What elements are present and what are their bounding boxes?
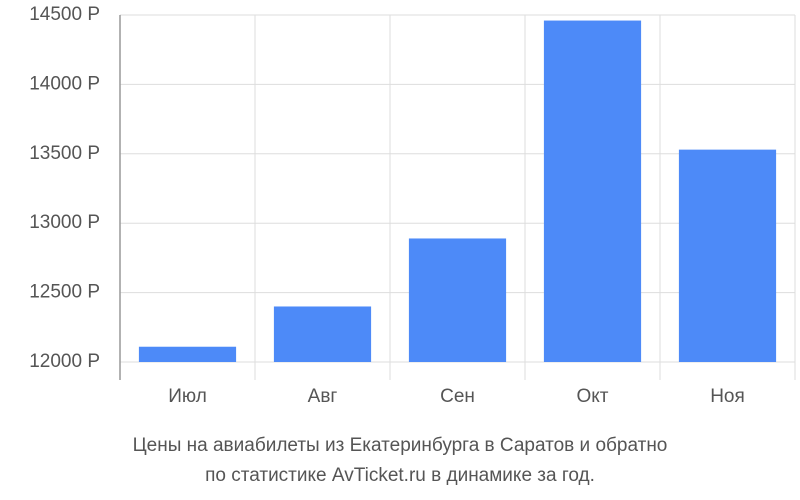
chart-title: по статистике AvTicket.ru в динамике за … (205, 465, 595, 486)
x-tick-label: Июл (168, 386, 207, 407)
x-tick-label: Авг (308, 386, 338, 407)
y-tick-label: 14500 Р (29, 4, 100, 25)
bar (273, 306, 372, 362)
x-tick-label: Сен (440, 386, 475, 407)
chart-title: Цены на авиабилеты из Екатеринбурга в Са… (133, 435, 668, 456)
x-tick-label: Окт (576, 386, 608, 407)
bar (678, 149, 777, 362)
bar (138, 346, 237, 362)
bar (408, 238, 507, 362)
y-tick-label: 13500 Р (29, 143, 100, 164)
x-tick-label: Ноя (710, 386, 745, 407)
y-tick-label: 12000 Р (29, 351, 100, 372)
y-tick-label: 14000 Р (29, 73, 100, 94)
y-tick-label: 13000 Р (29, 212, 100, 233)
bar (543, 20, 642, 362)
y-tick-label: 12500 Р (29, 282, 100, 303)
